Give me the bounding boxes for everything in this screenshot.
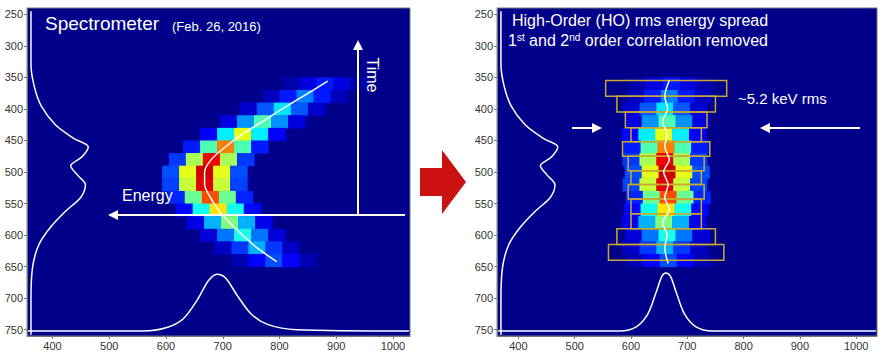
svg-text:High-Order (HO) rms energy spr: High-Order (HO) rms energy spread xyxy=(512,12,768,29)
svg-text:900: 900 xyxy=(327,340,345,352)
svg-text:1000: 1000 xyxy=(381,340,405,352)
svg-text:600: 600 xyxy=(157,340,175,352)
svg-text:Energy: Energy xyxy=(122,187,173,204)
svg-text:750: 750 xyxy=(5,324,23,336)
svg-text:300: 300 xyxy=(475,40,493,52)
svg-text:350: 350 xyxy=(475,71,493,83)
svg-text:500: 500 xyxy=(475,166,493,178)
svg-text:750: 750 xyxy=(475,324,493,336)
svg-text:800: 800 xyxy=(734,340,752,352)
svg-text:600: 600 xyxy=(475,229,493,241)
svg-text:1: 1 xyxy=(508,32,517,49)
svg-text:(Feb. 26, 2016): (Feb. 26, 2016) xyxy=(172,19,261,34)
svg-text:650: 650 xyxy=(475,261,493,273)
svg-text:600: 600 xyxy=(5,229,23,241)
svg-text:500: 500 xyxy=(100,340,118,352)
svg-text:st: st xyxy=(516,31,525,43)
svg-text:Time: Time xyxy=(364,58,381,93)
svg-text:and 2: and 2 xyxy=(525,32,570,49)
svg-text:700: 700 xyxy=(678,340,696,352)
svg-text:400: 400 xyxy=(5,103,23,115)
svg-text:~5.2 keV rms: ~5.2 keV rms xyxy=(738,90,827,107)
svg-text:250: 250 xyxy=(5,8,23,20)
svg-text:400: 400 xyxy=(475,103,493,115)
svg-text:600: 600 xyxy=(622,340,640,352)
svg-text:nd: nd xyxy=(569,32,580,43)
svg-text:1000: 1000 xyxy=(844,340,868,352)
svg-text:500: 500 xyxy=(566,340,584,352)
svg-text:700: 700 xyxy=(5,292,23,304)
svg-text:300: 300 xyxy=(5,40,23,52)
svg-text:800: 800 xyxy=(270,340,288,352)
svg-text:350: 350 xyxy=(5,71,23,83)
svg-text:450: 450 xyxy=(5,134,23,146)
svg-text:700: 700 xyxy=(214,340,232,352)
svg-text:250: 250 xyxy=(475,8,493,20)
svg-text:400: 400 xyxy=(43,340,61,352)
svg-text:900: 900 xyxy=(791,340,809,352)
svg-text:650: 650 xyxy=(5,261,23,273)
svg-text:550: 550 xyxy=(5,198,23,210)
svg-text:550: 550 xyxy=(475,198,493,210)
svg-text:order correlation removed: order correlation removed xyxy=(580,32,768,49)
svg-text:Spectrometer: Spectrometer xyxy=(45,13,160,34)
svg-text:400: 400 xyxy=(509,340,527,352)
svg-text:450: 450 xyxy=(475,134,493,146)
svg-text:500: 500 xyxy=(5,166,23,178)
svg-text:700: 700 xyxy=(475,292,493,304)
